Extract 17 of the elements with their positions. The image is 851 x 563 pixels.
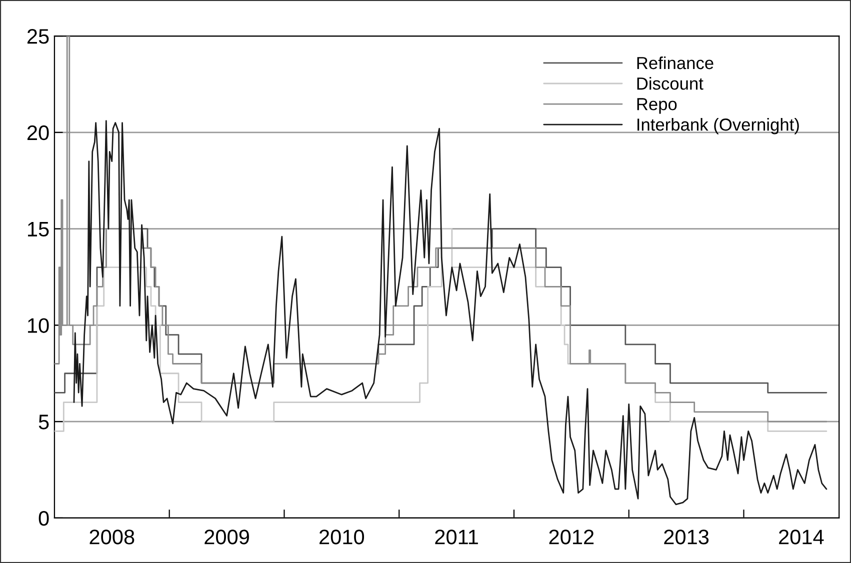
y-tick-label: 0 bbox=[38, 510, 49, 526]
x-tick-label: 2012 bbox=[549, 530, 594, 544]
x-tick-label: 2013 bbox=[664, 530, 709, 544]
y-tick-label: 25 bbox=[27, 29, 49, 44]
y-tick-label: 10 bbox=[28, 318, 49, 333]
x-tick-label: 2014 bbox=[779, 530, 824, 544]
x-tick-label: 2008 bbox=[90, 530, 134, 544]
y-tick-label: 15 bbox=[28, 222, 49, 237]
y-tick-label: 5 bbox=[38, 414, 49, 430]
x-tick-label: 2009 bbox=[204, 530, 249, 544]
x-tick-label: 2011 bbox=[435, 530, 478, 544]
y-tick-label: 20 bbox=[27, 125, 49, 140]
x-tick-label: 2010 bbox=[320, 530, 364, 544]
legend-label: Discount bbox=[637, 77, 704, 90]
legend-label: Refinance bbox=[637, 56, 714, 70]
legend-label: Interbank (Overnight) bbox=[638, 118, 799, 134]
legend-label: Repo bbox=[637, 98, 677, 114]
